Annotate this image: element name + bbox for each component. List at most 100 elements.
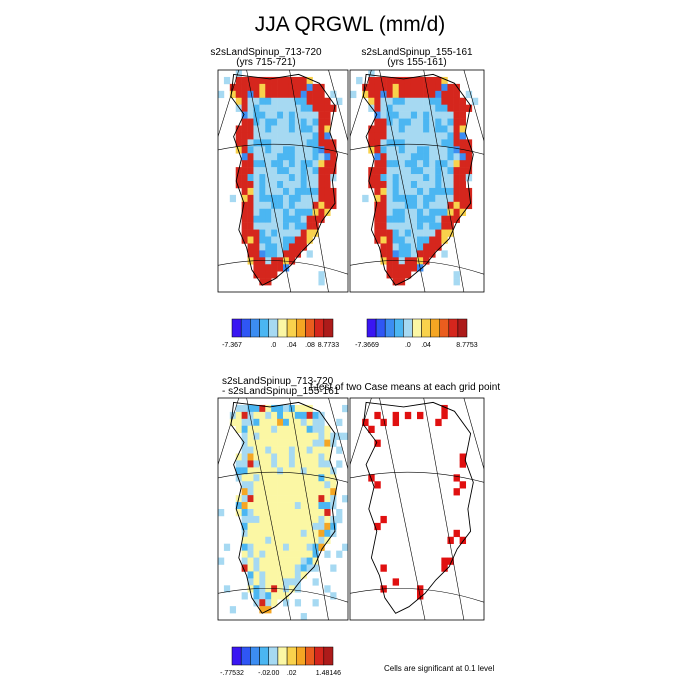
- grid-cell: [435, 208, 442, 216]
- grid-cell: [318, 460, 325, 468]
- grid-cell: [435, 104, 442, 112]
- grid-cell: [368, 90, 375, 99]
- grid-cell: [318, 125, 325, 133]
- grid-cell: [306, 495, 313, 503]
- grid-cell: [417, 97, 424, 105]
- grid-cell: [441, 146, 448, 154]
- grid-cell: [459, 160, 467, 168]
- grid-cell: [465, 90, 473, 99]
- grid-cell: [277, 509, 284, 517]
- grid-cell: [294, 250, 302, 258]
- grid-cell: [392, 160, 400, 168]
- grid-cell: [271, 111, 278, 119]
- grid-cell: [459, 181, 467, 189]
- grid-cell: [265, 236, 272, 244]
- grid-cell: [324, 467, 331, 475]
- grid-cell: [288, 425, 296, 433]
- grid-cell: [300, 104, 307, 112]
- grid-cell: [283, 118, 290, 126]
- grid-cell: [453, 187, 460, 196]
- grid-cell: [235, 425, 242, 433]
- grid-cell: [312, 557, 319, 565]
- grid-cell: [392, 174, 400, 182]
- grid-cell: [253, 446, 260, 454]
- grid-cell: [429, 250, 436, 258]
- grid-cell: [441, 76, 448, 85]
- grid-cell: [306, 160, 313, 168]
- grid-cell: [435, 201, 442, 210]
- grid-cell: [417, 125, 424, 133]
- grid-cell: [265, 250, 272, 258]
- grid-cell: [306, 132, 313, 140]
- grid-cell: [247, 481, 254, 489]
- grid-cell: [417, 174, 424, 182]
- grid-cell: [380, 564, 387, 572]
- grid-cell: [306, 529, 313, 538]
- grid-cell: [271, 411, 278, 420]
- grid-cell: [423, 201, 430, 210]
- grid-cell: [380, 515, 387, 524]
- grid-cell: [380, 222, 387, 230]
- grid-cell: [247, 201, 254, 210]
- grid-cell: [300, 153, 307, 161]
- grid-cell: [271, 243, 278, 251]
- colorbar-tick-label: .04: [287, 342, 297, 349]
- grid-cell: [306, 229, 313, 237]
- grid-cell: [300, 509, 307, 517]
- grid-cell: [294, 215, 302, 223]
- grid-cell: [417, 153, 424, 161]
- grid-cell: [374, 97, 381, 105]
- grid-cell: [471, 97, 479, 105]
- grid-cell: [324, 187, 331, 196]
- grid-cell: [271, 208, 278, 216]
- grid-cell: [241, 446, 248, 454]
- grid-cell: [417, 411, 424, 420]
- grid-cell: [318, 453, 325, 461]
- grid-cell: [294, 432, 302, 440]
- grid-cell: [283, 187, 290, 196]
- grid-cell: [386, 167, 393, 175]
- grid-cell: [300, 139, 307, 147]
- grid-cell: [324, 474, 331, 482]
- grid-cell: [271, 404, 278, 413]
- grid-cell: [277, 557, 284, 565]
- grid-cell: [247, 522, 254, 531]
- map-grid-line: [328, 398, 348, 470]
- grid-cell: [235, 83, 242, 92]
- grid-cell: [283, 111, 290, 119]
- grid-cell: [417, 104, 424, 112]
- grid-cell: [259, 439, 266, 447]
- grid-cell: [306, 564, 313, 572]
- grid-cell: [253, 418, 260, 427]
- grid-cell: [247, 90, 254, 99]
- grid-cell: [277, 515, 284, 524]
- grid-cell: [259, 446, 266, 454]
- grid-cell: [235, 502, 242, 510]
- grid-cell: [380, 76, 387, 85]
- grid-cell: [441, 153, 448, 161]
- grid-cell: [306, 515, 313, 524]
- grid-cell: [271, 215, 278, 223]
- grid-cell: [259, 139, 266, 147]
- colorbar-tick-label: 1.48146: [316, 670, 341, 677]
- grid-cell: [241, 236, 248, 244]
- grid-cell: [423, 111, 430, 119]
- grid-cell: [241, 76, 248, 85]
- grid-cell: [265, 411, 272, 420]
- grid-cell: [259, 606, 266, 614]
- grid-cell: [277, 97, 284, 105]
- grid-cell: [277, 536, 284, 544]
- grid-cell: [318, 167, 325, 175]
- grid-cell: [288, 160, 296, 168]
- grid-cell: [392, 236, 400, 244]
- grid-cell: [253, 495, 260, 503]
- grid-cell: [410, 125, 418, 133]
- grid-cell: [271, 474, 278, 482]
- grid-cell: [247, 97, 254, 105]
- grid-cell: [294, 522, 302, 531]
- grid-cell: [441, 174, 448, 182]
- grid-cell: [318, 111, 325, 119]
- grid-cell: [441, 167, 448, 175]
- grid-cell: [435, 236, 442, 244]
- grid-cell: [223, 76, 231, 85]
